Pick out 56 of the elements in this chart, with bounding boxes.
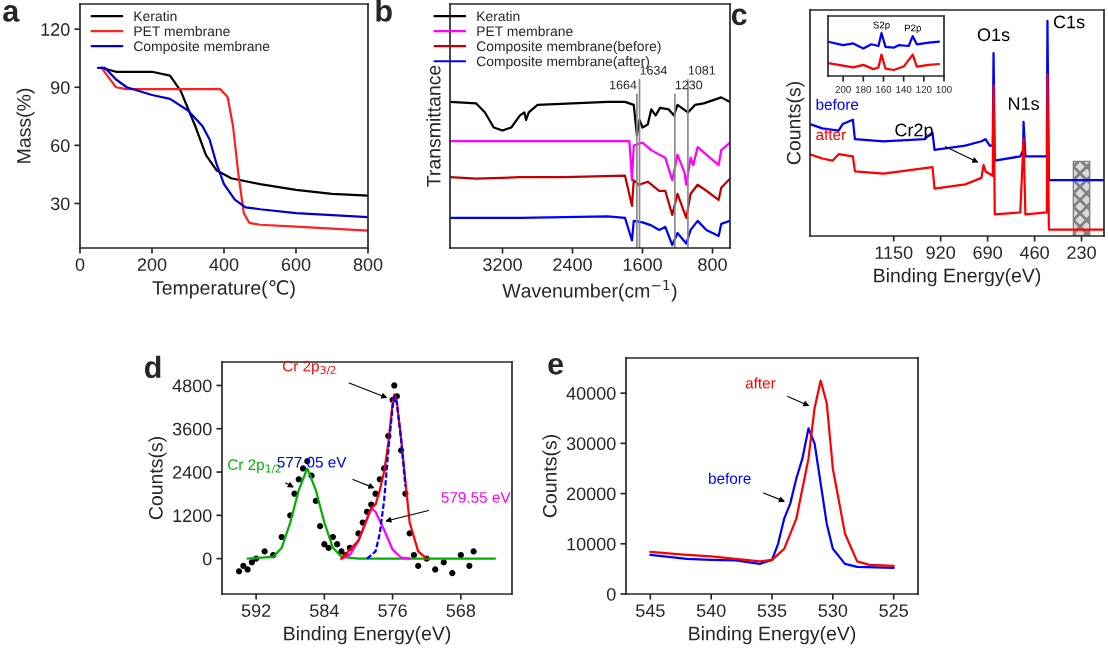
chart-title: b (376, 0, 392, 22)
y-tick-label: 0 (202, 552, 212, 566)
chart-title: c (731, 8, 747, 26)
x-axis-title: Binding Energy(eV) (874, 268, 1041, 287)
x-axis-title: Wavenumber(cm$^{−1}$) (502, 280, 677, 302)
x-tick-label: 584 (310, 604, 339, 617)
x-axis-title: Temperature(℃) (152, 280, 295, 299)
y-tick-label: 0 (606, 587, 616, 601)
x-tick-label: 460 (1019, 246, 1049, 259)
y-tick-label: 10000 (567, 537, 616, 551)
y-tick-label: 60 (51, 139, 70, 153)
y-axis-title: Counts(s) (148, 437, 167, 520)
y-tick-label: 1200 (173, 509, 212, 523)
x-tick-label: 230 (1067, 246, 1096, 259)
chart-title: a (3, 5, 20, 22)
y-tick-label: 90 (51, 81, 70, 94)
y-tick-label: 40000 (566, 387, 616, 400)
x-tick-label: 530 (818, 604, 848, 617)
y-tick-label: 20000 (566, 487, 616, 501)
annotation: Cr2p (895, 123, 933, 140)
x-tick-label: 592 (241, 604, 271, 617)
y-axis-title: Mass(%) (16, 88, 35, 163)
annotation: C1s (1053, 15, 1085, 29)
x-tick-label: 525 (879, 604, 908, 617)
x-tick-label: 920 (926, 246, 956, 259)
y-tick-label: 30000 (566, 437, 616, 451)
x-tick-label: 540 (696, 604, 726, 617)
x-tick-label: 545 (635, 604, 665, 617)
x-tick-label: 535 (757, 604, 787, 617)
x-tick-label: 200 (137, 258, 167, 271)
y-axis-title: Counts(s) (542, 435, 561, 518)
x-tick-label: 576 (378, 604, 407, 617)
chart-title: e (548, 357, 564, 375)
x-tick-label: 600 (281, 258, 311, 271)
x-tick-label: 0 (75, 258, 85, 271)
x-tick-label: 3200 (483, 258, 522, 271)
x-tick-label: 1600 (623, 258, 662, 271)
y-tick-label: 120 (41, 23, 70, 36)
annotation: N1s (1008, 97, 1039, 111)
y-tick-label: 30 (50, 197, 70, 211)
x-axis-title: Binding Energy(eV) (284, 626, 451, 645)
x-tick-label: 568 (446, 604, 476, 617)
x-axis-title: Binding Energy(eV) (689, 626, 856, 645)
y-tick-label: 2400 (173, 465, 212, 479)
x-tick-label: 800 (353, 258, 383, 271)
x-tick-label: 800 (698, 258, 727, 271)
annotation: O1s (977, 28, 1010, 42)
x-tick-label: 1150 (875, 246, 913, 259)
y-tick-label: 3600 (172, 422, 212, 436)
y-axis-title: Counts(s) (786, 82, 805, 165)
x-tick-label: 400 (209, 258, 239, 271)
x-tick-label: 2400 (553, 258, 592, 271)
y-axis-title: Transmittance (426, 65, 441, 187)
chart-title: d (144, 355, 161, 379)
x-tick-label: 690 (973, 246, 1002, 259)
y-tick-label: 4800 (172, 379, 212, 393)
